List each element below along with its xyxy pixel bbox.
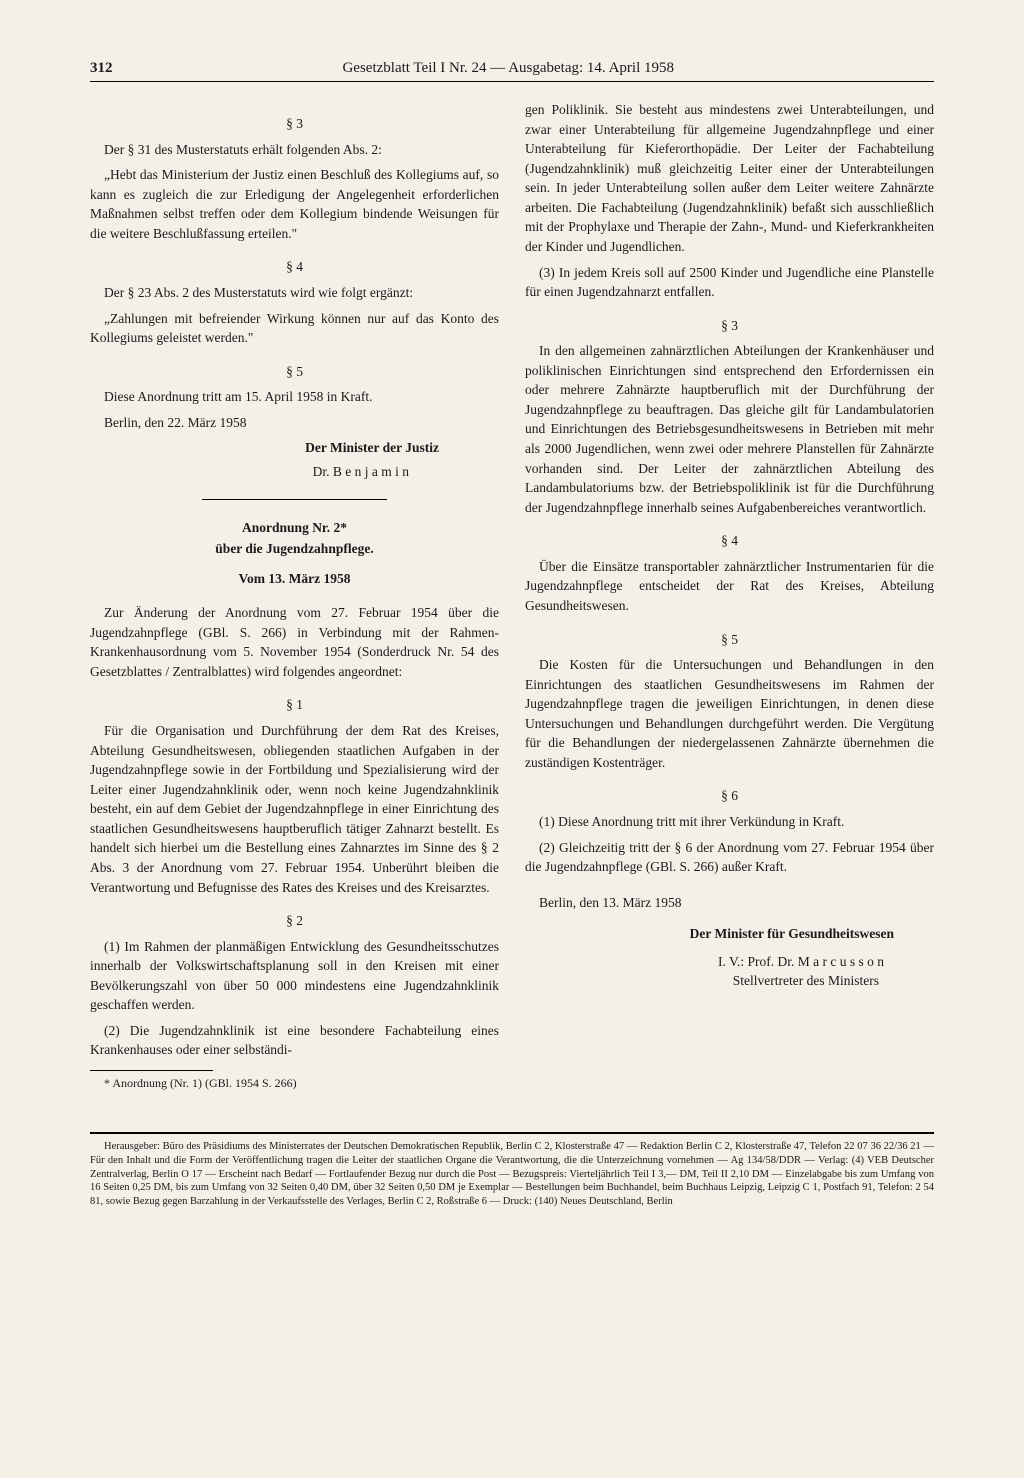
signature-1-title: Der Minister der Justiz — [90, 438, 439, 458]
section-3-p1: Der § 31 des Musterstatuts erhält folgen… — [90, 140, 499, 160]
ord-s2-p2: (2) Die Jugendzahnklinik ist eine besond… — [90, 1021, 499, 1060]
r-s3-head: § 3 — [525, 316, 934, 336]
ordinance-intro: Zur Änderung der Anordnung vom 27. Febru… — [90, 603, 499, 681]
r-s5-head: § 5 — [525, 630, 934, 650]
ordinance-title-2: über die Jugendzahnpflege. — [90, 539, 499, 559]
signature-2-title: Der Minister für Gesundheitswesen — [525, 924, 894, 944]
columns: § 3 Der § 31 des Musterstatuts erhält fo… — [90, 100, 934, 1092]
ordinance-date: Vom 13. März 1958 — [90, 569, 499, 589]
footnote: * Anordnung (Nr. 1) (GBl. 1954 S. 266) — [90, 1075, 499, 1092]
r-place-date: Berlin, den 13. März 1958 — [525, 893, 934, 913]
section-4-p1: Der § 23 Abs. 2 des Musterstatuts wird w… — [90, 283, 499, 303]
signature-2-name: I. V.: Prof. Dr. M a r c u s s o n — [525, 952, 884, 972]
footnote-rule — [90, 1070, 213, 1071]
ord-s1-p1: Für die Organisation und Durchführung de… — [90, 721, 499, 897]
r-s6-head: § 6 — [525, 786, 934, 806]
right-column: gen Poliklinik. Sie besteht aus mindeste… — [525, 100, 934, 1092]
continuation-p2: (3) In jedem Kreis soll auf 2500 Kinder … — [525, 263, 934, 302]
page-header: 312 Gesetzblatt Teil I Nr. 24 — Ausgabet… — [90, 60, 934, 82]
imprint-rule — [90, 1132, 934, 1134]
r-s4-p1: Über die Einsätze transportabler zahnärz… — [525, 557, 934, 616]
r-s6-p1: (1) Diese Anordnung tritt mit ihrer Verk… — [525, 812, 934, 832]
section-5-p1: Diese Anordnung tritt am 15. April 1958 … — [90, 387, 499, 407]
ord-s1-head: § 1 — [90, 695, 499, 715]
section-4-p2: „Zahlungen mit befreiender Wirkung könne… — [90, 309, 499, 348]
ord-s2-head: § 2 — [90, 911, 499, 931]
section-3-head: § 3 — [90, 114, 499, 134]
page-number: 312 — [90, 60, 113, 77]
r-s3-p1: In den allgemeinen zahnärztlichen Abteil… — [525, 341, 934, 517]
r-s4-head: § 4 — [525, 531, 934, 551]
page: 312 Gesetzblatt Teil I Nr. 24 — Ausgabet… — [0, 0, 1024, 1478]
r-s5-p1: Die Kosten für die Untersuchungen und Be… — [525, 655, 934, 772]
ord-s2-p1: (1) Im Rahmen der planmäßigen Entwicklun… — [90, 937, 499, 1015]
r-s6-p2: (2) Gleichzeitig tritt der § 6 der Anord… — [525, 838, 934, 877]
ordinance-title-1: Anordnung Nr. 2* — [90, 518, 499, 538]
section-5-head: § 5 — [90, 362, 499, 382]
section-3-p2: „Hebt das Ministerium der Justiz einen B… — [90, 165, 499, 243]
continuation-p1: gen Poliklinik. Sie besteht aus mindeste… — [525, 100, 934, 257]
divider-rule — [202, 499, 386, 500]
section-4-head: § 4 — [90, 257, 499, 277]
ordinance-title: Anordnung Nr. 2* über die Jugendzahnpfle… — [90, 518, 499, 559]
signature-2-role: Stellvertreter des Ministers — [525, 971, 879, 991]
signature-1-name: Dr. B e n j a m i n — [90, 462, 409, 482]
section-5-place: Berlin, den 22. März 1958 — [90, 413, 499, 433]
header-title: Gesetzblatt Teil I Nr. 24 — Ausgabetag: … — [113, 60, 905, 77]
imprint: Herausgeber: Büro des Präsidiums des Min… — [90, 1140, 934, 1208]
left-column: § 3 Der § 31 des Musterstatuts erhält fo… — [90, 100, 499, 1092]
